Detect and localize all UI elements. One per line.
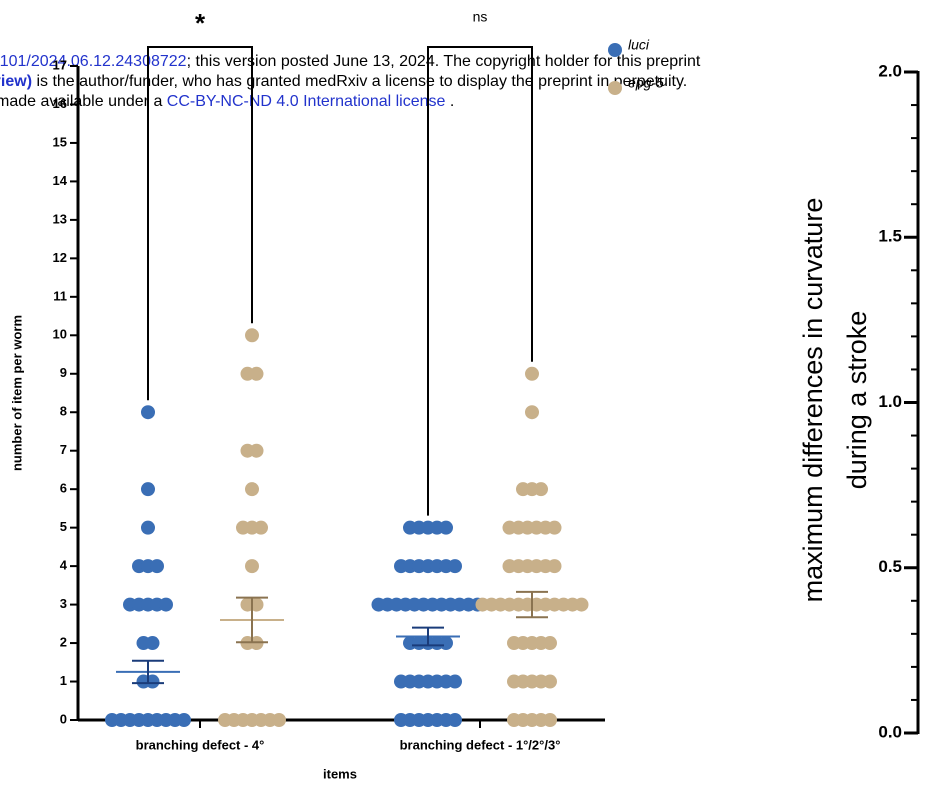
y-tick-label: 2.0	[878, 61, 902, 80]
legend-label: luci	[628, 37, 650, 53]
data-dot	[245, 482, 259, 497]
header-text: made available under a	[0, 93, 167, 110]
y-tick-label: 11	[53, 288, 67, 303]
data-dot	[448, 674, 462, 689]
legend-marker	[608, 43, 622, 57]
data-dot	[525, 366, 539, 381]
significance-bracket	[427, 46, 533, 516]
y-tick-label: 0	[60, 711, 67, 726]
legend-marker	[608, 81, 622, 95]
y-tick-label: 5	[60, 519, 67, 534]
y-tick-label: 10	[53, 327, 67, 342]
y-tick-label: 14	[53, 173, 68, 188]
data-dot	[543, 674, 557, 689]
y-tick-label: 2	[60, 634, 67, 649]
significance-bracket	[147, 46, 253, 401]
y-tick-label: 8	[60, 404, 67, 419]
x-tick-label: branching defect - 4°	[136, 737, 265, 752]
x-axis-label: items	[323, 766, 357, 781]
y-axis-label: number of item per worm	[9, 315, 24, 471]
data-dot	[245, 559, 259, 574]
data-dot	[249, 443, 264, 458]
header-text: .	[445, 93, 454, 110]
y-tick-label: 13	[53, 211, 67, 226]
header-text: ; this version posted June 13, 2024. The…	[187, 53, 701, 70]
data-dot	[254, 520, 268, 535]
y-tick-label: 17	[53, 57, 67, 72]
y-axis-label: maximum differences in curvature	[798, 198, 828, 603]
data-dot	[534, 482, 548, 497]
data-dot	[177, 713, 191, 727]
data-dot	[547, 520, 562, 535]
y-tick-label: 0.0	[878, 722, 902, 741]
data-dot	[141, 482, 155, 497]
y-axis-label: during a stroke	[842, 311, 872, 490]
data-dot	[525, 405, 539, 420]
header-text: is the author/funder, who has granted me…	[32, 73, 687, 90]
data-dot	[150, 559, 164, 574]
data-dot	[547, 559, 562, 574]
data-dot	[145, 636, 160, 651]
y-tick-label: 1.5	[878, 227, 902, 246]
y-tick-label: 7	[60, 442, 67, 457]
y-tick-label: 6	[60, 481, 67, 496]
y-tick-label: 0.5	[878, 557, 902, 576]
y-tick-label: 3	[60, 596, 67, 611]
y-tick-label: 12	[53, 250, 67, 265]
data-dot	[543, 713, 557, 727]
y-tick-label: 1.0	[878, 392, 902, 411]
data-dot	[159, 597, 173, 612]
header-line: view) is the author/funder, who has gran…	[0, 73, 687, 90]
data-dot	[245, 328, 259, 343]
data-dot	[574, 597, 589, 612]
data-dot	[448, 559, 462, 574]
y-tick-label: 1	[60, 673, 67, 688]
y-tick-label: 16	[53, 96, 67, 111]
header-line: 1101/2024.06.12.24308722; this version p…	[0, 53, 701, 70]
license-link[interactable]: CC-BY-NC-ND 4.0 International license	[167, 93, 446, 110]
header-line: made available under a CC-BY-NC-ND 4.0 I…	[0, 93, 454, 110]
data-dot	[543, 636, 557, 651]
y-tick-label: 15	[53, 134, 67, 149]
doi-link[interactable]: 1101/2024.06.12.24308722	[0, 53, 187, 70]
legend-label: epg-5	[628, 75, 664, 91]
data-dot	[249, 366, 264, 381]
data-dot	[439, 636, 453, 651]
x-tick-label: branching defect - 1°/2°/3°	[400, 737, 561, 752]
significance-label: ns	[473, 9, 488, 25]
data-dot	[439, 520, 453, 535]
header-bold: view)	[0, 73, 32, 90]
data-dot	[272, 713, 286, 727]
data-dot	[141, 405, 155, 420]
data-dot	[141, 520, 155, 535]
y-tick-label: 4	[60, 558, 68, 573]
y-tick-label: 9	[60, 365, 67, 380]
significance-label: *	[195, 8, 206, 38]
data-dot	[448, 713, 462, 727]
